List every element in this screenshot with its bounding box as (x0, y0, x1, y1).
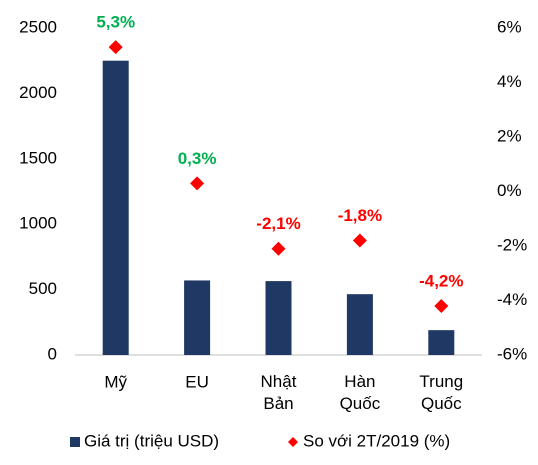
y-tick-label: 2000 (19, 83, 57, 102)
y2-tick-label: 0% (497, 181, 522, 200)
x-tick-label: Nhật Bản (261, 372, 297, 413)
marker (190, 176, 205, 191)
y2-tick-label: 4% (497, 72, 522, 91)
bar (184, 280, 211, 355)
data-label: -1,8% (338, 206, 382, 225)
y2-tick-label: -6% (497, 344, 527, 363)
data-label: -4,2% (419, 271, 463, 290)
x-tick-label: EU (185, 372, 209, 391)
legend-label: So với 2T/2019 (%) (303, 431, 450, 450)
x-tick-label: Trung Quốc (419, 372, 463, 413)
legend-swatch (70, 437, 80, 447)
y-tick-label: 500 (29, 279, 57, 298)
legend-label: Giá trị (triệu USD) (84, 431, 219, 450)
y2-tick-label: -2% (497, 235, 527, 254)
x-tick-label: Mỹ (104, 372, 127, 391)
data-label: 5,3% (96, 13, 135, 32)
marker (352, 233, 367, 248)
marker (271, 241, 286, 256)
y2-tick-label: -4% (497, 290, 527, 309)
data-label: 0,3% (178, 149, 217, 168)
y2-tick-label: 6% (497, 17, 522, 36)
marker (108, 40, 123, 55)
bar (346, 294, 373, 355)
y-tick-label: 1500 (19, 148, 57, 167)
y-tick-label: 1000 (19, 214, 57, 233)
x-tick-label: Hàn Quốc (340, 372, 381, 413)
y-tick-label: 2500 (19, 17, 57, 36)
y-tick-label: 0 (48, 344, 57, 363)
bar (265, 281, 292, 355)
data-label: -2,1% (256, 214, 300, 233)
bar (102, 60, 129, 355)
bar (428, 330, 455, 355)
y2-tick-label: 2% (497, 126, 522, 145)
marker (434, 298, 449, 313)
legend-swatch (288, 437, 298, 447)
